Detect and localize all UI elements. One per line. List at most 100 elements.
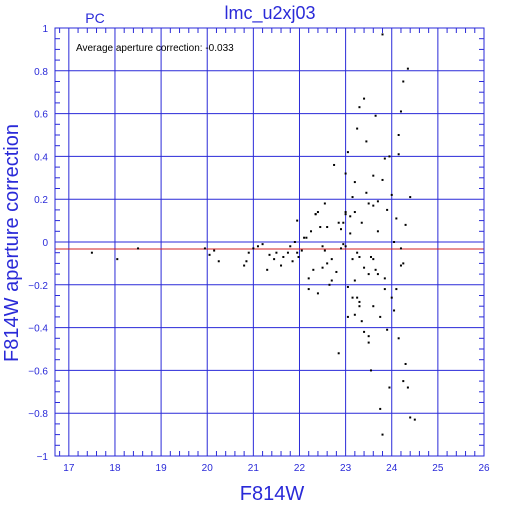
data-point [358,255,361,258]
data-point [383,288,386,291]
data-point [282,255,285,258]
y-tick-label: −0.6 [28,366,48,377]
data-point [243,264,246,267]
x-axis-label: F814W [240,483,305,505]
grid [55,27,485,457]
data-point [360,221,363,224]
data-point [256,245,259,248]
data-point [374,114,377,117]
data-point [367,202,370,205]
data-point [402,262,405,265]
data-point [293,241,296,243]
data-point [404,223,407,226]
data-point [353,313,356,316]
data-point [268,253,271,256]
data-point [379,315,382,318]
data-point [395,217,398,220]
data-point [335,270,338,273]
data-point [353,181,356,184]
data-point [261,243,264,246]
data-point [356,296,359,299]
data-point [409,416,412,419]
data-point [312,268,315,271]
x-tick-label: 24 [386,463,398,474]
data-point [356,251,359,254]
data-point [369,369,372,372]
x-tick-label: 18 [109,463,121,474]
data-point [372,204,375,207]
data-point [296,251,299,254]
data-point [321,266,324,269]
data-point [367,273,370,276]
data-point [247,251,250,254]
data-point [351,258,354,261]
data-point [356,127,359,130]
x-tick-label: 26 [478,463,490,474]
data-point [397,153,400,156]
x-tick-label: 21 [248,463,260,474]
data-point [404,362,407,365]
data-point [116,258,119,261]
y-tick-label: −0.8 [28,409,48,420]
data-point [349,232,352,235]
data-point [402,80,405,83]
data-point [358,300,361,303]
data-point [340,228,342,231]
data-point [297,255,300,258]
x-tick-label: 25 [432,463,444,474]
data-point [388,386,391,389]
data-point [307,277,310,280]
data-point [351,196,354,199]
data-point [337,352,340,355]
data-point [402,380,405,383]
data-point [305,236,308,239]
data-point [217,260,220,263]
data-point [399,247,402,250]
data-point [289,245,292,248]
data-point [316,211,319,214]
data-point [349,215,352,218]
data-point [383,277,386,280]
data-point [406,67,409,70]
data-point [213,249,216,252]
y-tick-label: −0.2 [28,281,48,292]
data-point [390,296,393,299]
data-point [358,106,361,109]
data-point [323,202,326,205]
y-tick-label: 0.6 [34,110,48,121]
data-point [406,386,409,389]
data-point [353,279,356,282]
data-point [395,288,398,291]
plot-frame [54,27,485,457]
y-tick-label: 1 [42,24,48,35]
y-axis-label: F814W aperture correction [1,124,23,362]
data-point [342,221,345,224]
chart-title: lmc_u2xj03 [224,3,315,24]
data-point [365,140,368,143]
data-point [323,249,326,252]
data-point [386,328,389,331]
data-point [363,97,366,100]
data-point [137,247,140,250]
data-point [386,208,389,211]
annotation-text: Average aperture correction: -0.033 [76,43,234,54]
data-point [316,292,319,295]
data-point [344,245,347,248]
data-point [379,407,382,410]
corner-label: PC [85,10,104,26]
data-points [90,33,416,436]
data-point [376,273,379,276]
data-point [381,178,384,181]
data-point [393,241,396,243]
data-point [328,283,331,286]
data-point [372,305,375,308]
data-point [344,172,347,175]
x-tick-label: 19 [156,463,168,474]
y-tick-label: 0.8 [34,67,48,78]
data-point [397,134,400,136]
y-tick-label: 0 [42,238,48,249]
data-point [208,253,211,256]
data-point [381,433,384,436]
x-tick-label: 17 [63,463,75,474]
